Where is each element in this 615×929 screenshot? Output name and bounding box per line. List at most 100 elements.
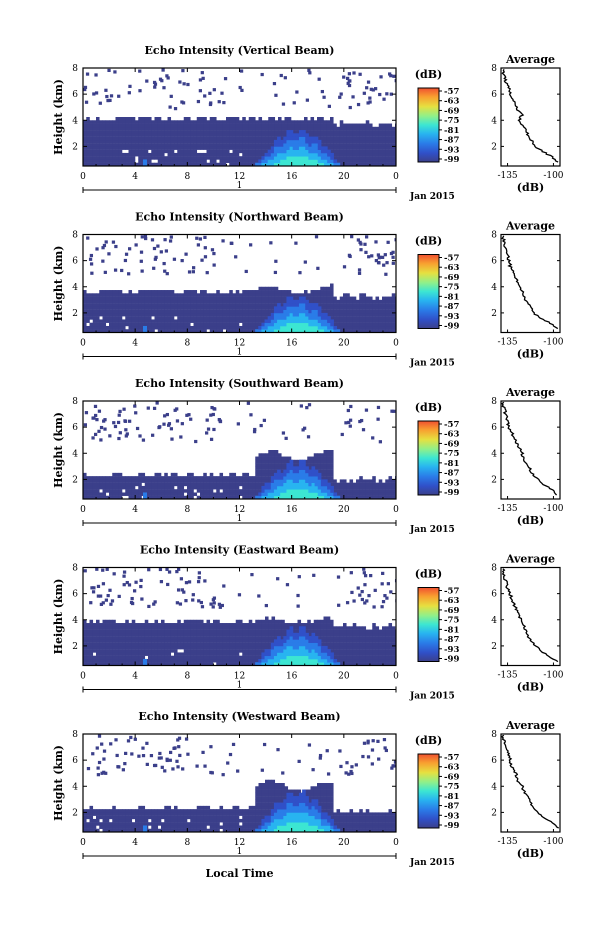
echo-cell [298, 466, 303, 470]
echo-cell [271, 459, 276, 464]
echo-cell [118, 495, 123, 499]
echo-cell [372, 306, 376, 310]
echo-cell [324, 319, 328, 324]
echo-cell [115, 306, 120, 310]
echo-cell [138, 133, 142, 137]
echo-cell [128, 649, 133, 653]
echo-cell [96, 139, 100, 144]
echo-cell [189, 417, 193, 421]
echo-cell [216, 123, 220, 128]
echo-cell [308, 489, 313, 493]
echo-cell [255, 139, 259, 144]
echo-cell [144, 309, 149, 314]
echo-cell [131, 642, 136, 647]
echo-cell [170, 290, 175, 294]
echo-cell [118, 329, 123, 333]
echo-cell [193, 149, 198, 154]
echo-cell [278, 120, 282, 124]
echo-cell [273, 472, 278, 477]
echo-cell [125, 299, 129, 304]
echo-cell [229, 319, 233, 323]
echo-cell [170, 329, 175, 333]
echo-cell [170, 476, 175, 480]
echo-cell [384, 272, 388, 276]
colorbar-tick-label: -81 [444, 126, 459, 136]
echo-cell [144, 123, 149, 128]
echo-cell [96, 495, 100, 499]
echo-cell [378, 159, 383, 163]
echo-cell [252, 312, 256, 317]
echo-cell [292, 159, 297, 164]
echo-cell [125, 123, 129, 128]
echo-cell [314, 159, 319, 164]
echo-cell [385, 492, 389, 496]
echo-cell [222, 143, 227, 147]
echo-cell [292, 482, 297, 487]
echo-cell [375, 130, 380, 134]
echo-cell [274, 286, 279, 291]
echo-cell [183, 316, 188, 320]
echo-cell [283, 162, 287, 166]
echo-cell [161, 636, 165, 640]
echo-cell [346, 123, 350, 128]
profile-x-tick-label: -135 [497, 338, 517, 348]
echo-cell [226, 303, 230, 307]
echo-cell [206, 309, 211, 314]
echo-cell [128, 123, 133, 128]
echo-cell [229, 316, 233, 320]
echo-cell [323, 450, 328, 454]
echo-cell [138, 662, 142, 666]
echo-cell [323, 126, 328, 131]
echo-cell [388, 72, 392, 76]
echo-cell [305, 329, 309, 333]
echo-cell [375, 126, 380, 131]
echo-cell [209, 492, 214, 496]
profile-x-label: (dB) [517, 181, 544, 194]
echo-cell [356, 130, 360, 134]
echo-cell [295, 492, 300, 497]
echo-cell [154, 133, 159, 137]
echo-cell [359, 479, 363, 483]
echo-cell [96, 312, 100, 317]
echo-cell [267, 149, 272, 154]
echo-cell [268, 293, 272, 297]
echo-cell [190, 319, 194, 323]
echo-cell [174, 472, 178, 477]
echo-cell [141, 438, 146, 442]
echo-cell [170, 658, 175, 663]
echo-cell [326, 286, 331, 291]
x-tick-label: 16 [286, 172, 298, 182]
echo-cell [336, 130, 341, 134]
echo-cell [289, 482, 294, 487]
echo-cell [102, 645, 107, 650]
echo-cell [96, 306, 100, 310]
echo-cell [326, 290, 331, 294]
echo-cell [369, 87, 373, 91]
echo-cell [216, 489, 220, 493]
echo-cell [255, 159, 259, 163]
echo-cell [330, 325, 334, 330]
echo-cell [177, 149, 181, 154]
echo-cell [284, 126, 289, 131]
echo-cell [242, 329, 246, 333]
echo-cell [286, 316, 291, 320]
echo-cell [347, 79, 351, 83]
echo-cell [183, 476, 188, 480]
echo-cell [268, 450, 272, 454]
echo-cell [187, 642, 191, 647]
echo-cell [232, 159, 237, 163]
echo-cell [271, 456, 276, 461]
echo-cell [270, 156, 275, 160]
echo-cell [196, 312, 201, 317]
echo-cell [109, 329, 113, 333]
echo-cell [388, 319, 393, 323]
echo-cell [105, 303, 110, 307]
echo-cell [255, 303, 259, 307]
echo-cell [261, 329, 266, 333]
echo-cell [206, 143, 211, 147]
echo-cell [304, 117, 308, 121]
echo-cell [96, 293, 100, 297]
echo-cell [255, 319, 259, 323]
echo-cell [158, 77, 163, 81]
echo-cell [177, 485, 181, 490]
